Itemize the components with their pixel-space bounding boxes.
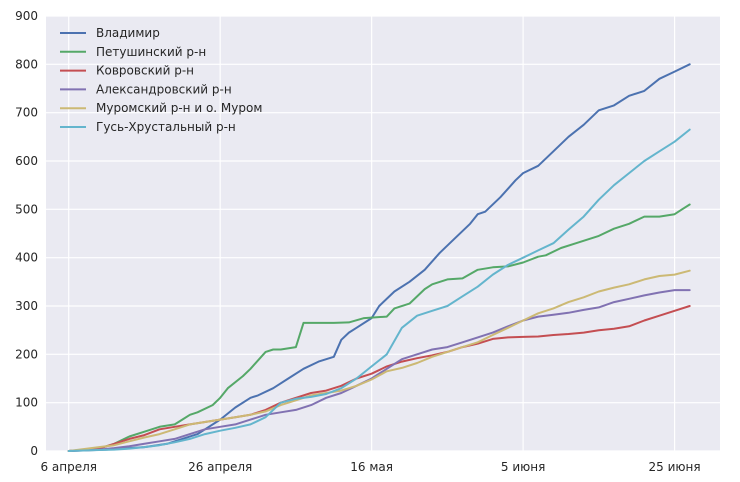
x-tick-label: 5 июня [501,460,545,474]
y-tick-label: 500 [15,202,38,216]
x-tick-label: 16 мая [350,460,393,474]
y-axis: 0 100 200 300 400 500 600 700 800 900 [15,9,38,458]
legend: Владимир Петушинский р-н Ковровский р-н Але… [60,26,262,134]
legend-label-4: Муромский р-н и о. Муром [96,101,262,115]
y-tick-label: 0 [30,444,38,458]
y-tick-label: 100 [15,396,38,410]
legend-label-0: Владимир [96,26,160,40]
legend-label-1: Петушинский р-н [96,45,206,59]
y-tick-label: 700 [15,106,38,120]
series-line-4 [67,269,691,452]
series-lines [67,63,691,452]
legend-label-5: Гусь-Хрустальный р-н [96,120,236,134]
x-axis: 6 апреля 26 апреля 16 мая 5 июня 25 июня [40,460,700,474]
x-tick-label: 6 апреля [40,460,97,474]
y-tick-label: 300 [15,299,38,313]
y-tick-label: 600 [15,154,38,168]
series-line-5 [67,128,691,452]
legend-label-2: Ковровский р-н [96,64,194,78]
series-line-1 [67,203,691,452]
x-tick-label: 25 июня [649,460,701,474]
series-line-3 [67,289,691,452]
y-tick-label: 200 [15,347,38,361]
y-tick-label: 800 [15,57,38,71]
y-tick-label: 900 [15,9,38,23]
x-tick-label: 26 апреля [188,460,252,474]
plot-area [46,16,720,451]
legend-label-3: Александровский р-н [96,82,232,96]
y-tick-label: 400 [15,251,38,265]
